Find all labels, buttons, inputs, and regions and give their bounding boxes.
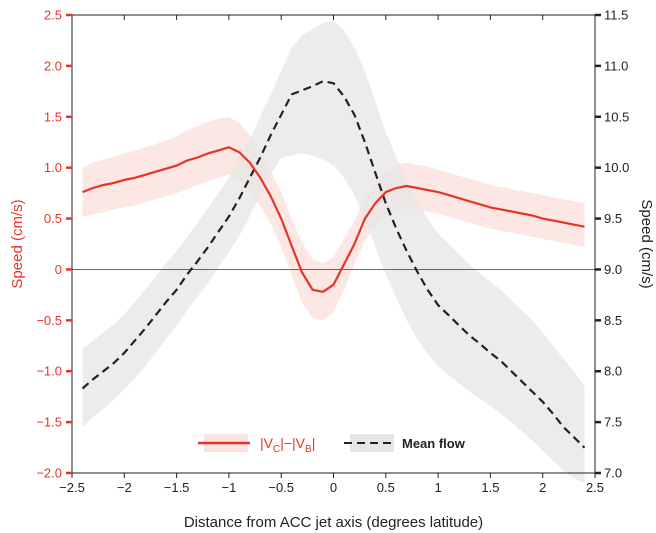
y-right-tick-label: 9.0 bbox=[604, 262, 622, 277]
y-right-tick-label: 8.5 bbox=[604, 313, 622, 328]
legend-label-part: | bbox=[312, 435, 316, 451]
x-tick-label: −1 bbox=[221, 480, 236, 495]
y-left-tick-label: −1.5 bbox=[36, 415, 62, 430]
legend-label-subscript: C bbox=[273, 444, 280, 455]
y-left-tick-label: 0.5 bbox=[44, 211, 62, 226]
legend-label-part: |V bbox=[260, 435, 274, 451]
band-mean-flow bbox=[82, 20, 585, 484]
x-tick-label: −2.5 bbox=[59, 480, 85, 495]
y-left-tick-label: −1.0 bbox=[36, 364, 62, 379]
series-lines bbox=[81, 80, 586, 449]
y-right-tick-label: 8.0 bbox=[604, 364, 622, 379]
x-axis: −2.5 −2 −1.5 −1 −0.5 0 0.5 1 1.5 2 2.5 bbox=[59, 15, 604, 495]
y-left-tick-label: −2.0 bbox=[36, 466, 62, 481]
y-left-tick-label: 1.5 bbox=[44, 109, 62, 124]
y-right-tick-label: 11.5 bbox=[604, 8, 628, 23]
x-tick-label: 0 bbox=[330, 480, 337, 495]
legend: |VC|−|VB| Mean flow bbox=[198, 434, 466, 455]
y-left-tick-label: −0.5 bbox=[36, 313, 62, 328]
x-tick-label: 1 bbox=[434, 480, 441, 495]
y-left-tick-label: 0 bbox=[55, 262, 62, 277]
series-line-mean-flow bbox=[81, 80, 586, 449]
y-axis-left-label: Speed (cm/s) bbox=[9, 199, 26, 288]
series-line-difference bbox=[82, 146, 585, 293]
legend-label-difference: |VC|−|VB| bbox=[260, 435, 315, 455]
legend-label-subscript: B bbox=[305, 444, 312, 455]
x-tick-label: −1.5 bbox=[164, 480, 190, 495]
y-axis-left: −2.0 −1.5 −1.0 −0.5 0 0.5 1.0 1.5 2.0 2.5 bbox=[36, 8, 72, 481]
confidence-bands bbox=[82, 20, 585, 484]
y-right-tick-label: 11.0 bbox=[604, 58, 628, 73]
x-tick-label: −2 bbox=[117, 480, 132, 495]
y-right-tick-label: 9.5 bbox=[604, 211, 622, 226]
y-right-tick-label: 10.5 bbox=[604, 109, 629, 124]
legend-label-part: |−|V bbox=[280, 435, 305, 451]
y-axis-right-label: Speed (cm/s) bbox=[638, 199, 655, 288]
y-right-tick-label: 10.0 bbox=[604, 160, 629, 175]
x-tick-label: 2 bbox=[539, 480, 546, 495]
y-axis-right: 7.0 7.5 8.0 8.5 9.0 9.5 10.0 10.5 11.0 11.5 bbox=[595, 8, 629, 481]
x-tick-label: 1.5 bbox=[481, 480, 499, 495]
x-axis-label: Distance from ACC jet axis (degrees lati… bbox=[184, 514, 483, 531]
x-tick-label: −0.5 bbox=[268, 480, 294, 495]
x-tick-label: 0.5 bbox=[377, 480, 395, 495]
y-left-tick-label: 1.0 bbox=[44, 160, 62, 175]
band-difference bbox=[82, 116, 585, 321]
y-left-tick-label: 2.5 bbox=[44, 8, 62, 23]
y-right-tick-label: 7.5 bbox=[604, 415, 622, 430]
x-tick-label: 2.5 bbox=[586, 480, 604, 495]
legend-label-mean-flow: Mean flow bbox=[402, 436, 466, 451]
y-left-tick-label: 2.0 bbox=[44, 58, 62, 73]
y-right-tick-label: 7.0 bbox=[604, 466, 622, 481]
